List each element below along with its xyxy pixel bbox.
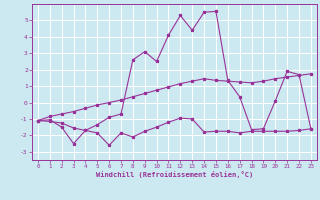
X-axis label: Windchill (Refroidissement éolien,°C): Windchill (Refroidissement éolien,°C) <box>96 171 253 178</box>
